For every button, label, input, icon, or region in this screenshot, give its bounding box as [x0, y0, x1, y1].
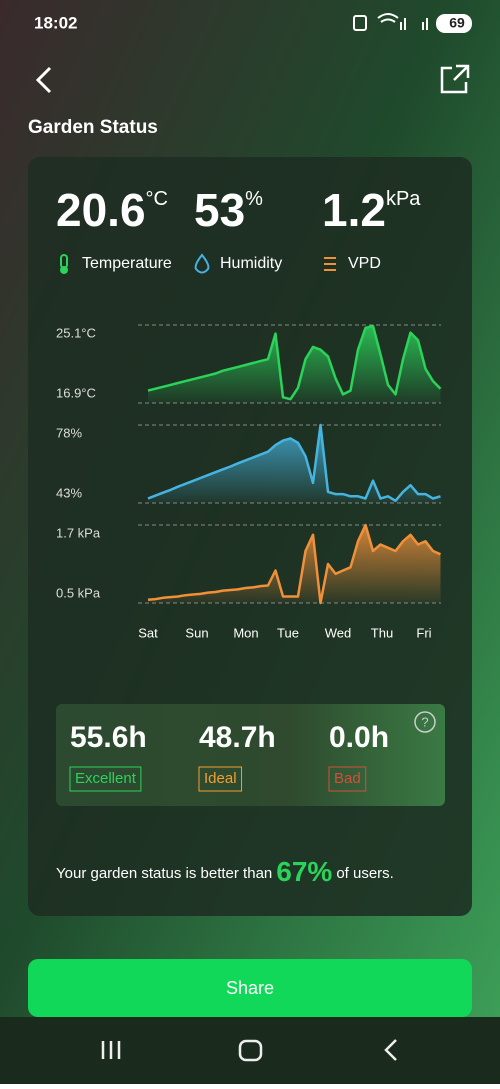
reading-value: 20.6 — [56, 184, 146, 236]
reading-unit: % — [245, 188, 263, 210]
reading-label: Temperature — [82, 255, 172, 272]
x-tick-label: Thu — [371, 625, 393, 640]
reading-label: Humidity — [220, 255, 282, 272]
share-icon[interactable] — [440, 64, 470, 94]
page-title: Garden Status — [28, 117, 158, 138]
y-tick-label: 1.7 kPa — [56, 525, 101, 540]
summary-badge — [328, 766, 367, 792]
x-tick-label: Sat — [138, 625, 158, 640]
x-tick-label: Wed — [325, 625, 352, 640]
area-line — [147, 423, 441, 503]
x-tick-label: Mon — [233, 625, 258, 640]
x-tick-label: Tue — [277, 625, 299, 640]
nav-bar — [0, 1017, 500, 1084]
y-tick-label: 0.5 kPa — [56, 585, 101, 600]
reading: 20.6°C — [56, 184, 168, 236]
reading: 53% — [194, 184, 263, 236]
area-line — [147, 324, 442, 401]
reading-value: 1.2 — [322, 184, 386, 236]
summary-value: 55.6h — [70, 721, 147, 754]
y-tick-label: 43% — [56, 485, 82, 500]
summary-value: 48.7h — [199, 721, 276, 754]
share-label: Share — [226, 978, 274, 998]
clock: 18:02 — [34, 13, 77, 32]
comparison-text: Your garden status is better than 67% of u… — [56, 856, 394, 887]
reading-unit: °C — [146, 188, 168, 210]
summary-badge — [198, 766, 243, 792]
reading: 1.2kPa — [322, 184, 421, 236]
battery-level: 69 — [449, 15, 465, 31]
summary-label: Bad — [334, 770, 361, 787]
area-line — [147, 523, 442, 605]
nav-buttons[interactable] — [101, 1039, 397, 1062]
x-tick-label: Fri — [416, 625, 431, 640]
x-tick-label: Sun — [185, 625, 208, 640]
reading-value: 53 — [194, 184, 245, 236]
summary-label: Ideal — [204, 770, 237, 787]
y-tick-label: 16.9°C — [56, 385, 96, 400]
summary-box — [56, 704, 445, 806]
summary-label: Excellent — [75, 770, 137, 787]
back-button[interactable] — [35, 66, 52, 94]
y-tick-label: 25.1°C — [56, 325, 96, 340]
y-tick-label: 78% — [56, 425, 82, 440]
humidity-icon — [194, 253, 210, 274]
vpd-icon — [324, 257, 336, 271]
thermometer-icon — [60, 266, 68, 274]
summary-value: 0.0h — [329, 721, 389, 754]
status-icons — [353, 13, 472, 33]
area-fill — [148, 525, 441, 603]
help-button[interactable] — [414, 711, 436, 733]
share-button[interactable] — [28, 959, 472, 1017]
help-icon: ? — [421, 714, 428, 729]
area-fill — [148, 425, 441, 503]
reading-unit: kPa — [386, 188, 421, 210]
area-fill — [148, 326, 441, 403]
reading-label: VPD — [348, 255, 381, 272]
summary-badge — [69, 766, 142, 792]
